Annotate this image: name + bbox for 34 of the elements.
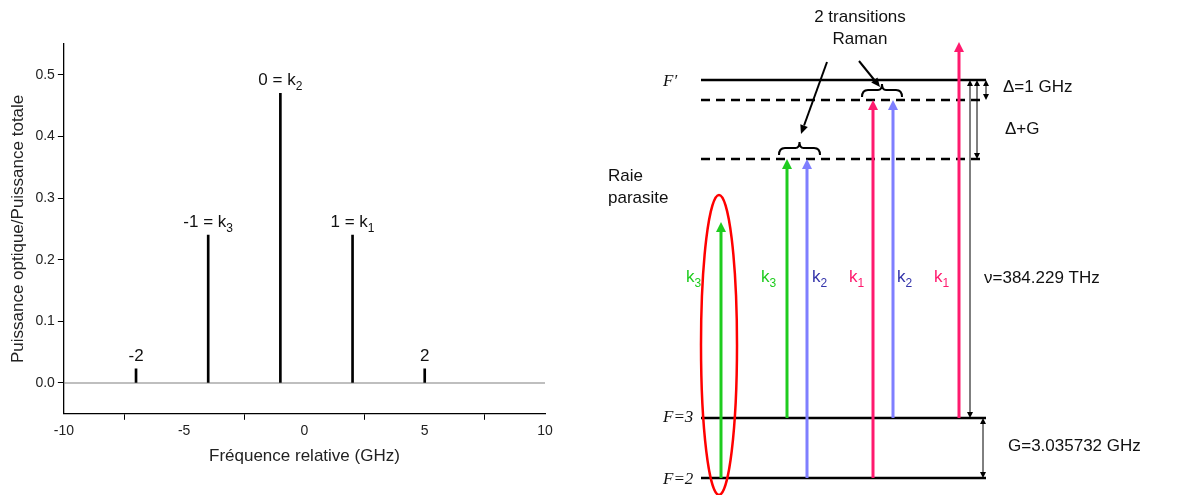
bar bbox=[423, 368, 427, 383]
x-tick-label: -10 bbox=[53, 422, 75, 439]
text: k$_{2}$ bbox=[812, 266, 828, 292]
x-tick-label: 10 bbox=[537, 422, 553, 439]
text: k$_{3}$ bbox=[686, 266, 702, 292]
bar bbox=[351, 234, 354, 383]
y-tick-label: 0.4 bbox=[35, 127, 56, 144]
text: F′ bbox=[663, 70, 678, 92]
bar bbox=[279, 92, 282, 383]
text: Δ+G bbox=[1005, 118, 1040, 140]
text: G=3.035732 GHz bbox=[1008, 435, 1141, 457]
y-tick-label: 0.0 bbox=[35, 373, 56, 390]
text: Raie parasite bbox=[608, 165, 669, 209]
text: k$_{3}$ bbox=[761, 266, 777, 292]
bar bbox=[206, 234, 210, 383]
text: 2 transitions Raman bbox=[813, 6, 907, 50]
text: k$_{1}$ bbox=[849, 266, 865, 292]
x-tick-label: 5 bbox=[420, 422, 429, 439]
y-tick-label: 0.5 bbox=[35, 65, 56, 82]
y-axis-title: Puissance optique/Puissance totale bbox=[7, 94, 27, 364]
x-axis-title: Fréquence relative (GHz) bbox=[209, 446, 400, 466]
text: k$_{1}$ bbox=[934, 266, 950, 292]
annotation: -2 bbox=[128, 345, 144, 365]
text: ν=384.229 THz bbox=[984, 267, 1100, 289]
annotation: 2 bbox=[419, 345, 430, 365]
y-tick-label: 0.1 bbox=[35, 312, 56, 329]
x-tick-label: -5 bbox=[177, 422, 191, 439]
text: Δ=1 GHz bbox=[1003, 76, 1073, 98]
x-tick-label: 0 bbox=[300, 422, 309, 439]
y-tick-label: 0.3 bbox=[35, 188, 56, 205]
text: F=2 bbox=[663, 468, 694, 490]
text: F=3 bbox=[663, 406, 694, 428]
y-tick-label: 0.2 bbox=[35, 250, 56, 267]
text: k$_{2}$ bbox=[897, 266, 913, 292]
